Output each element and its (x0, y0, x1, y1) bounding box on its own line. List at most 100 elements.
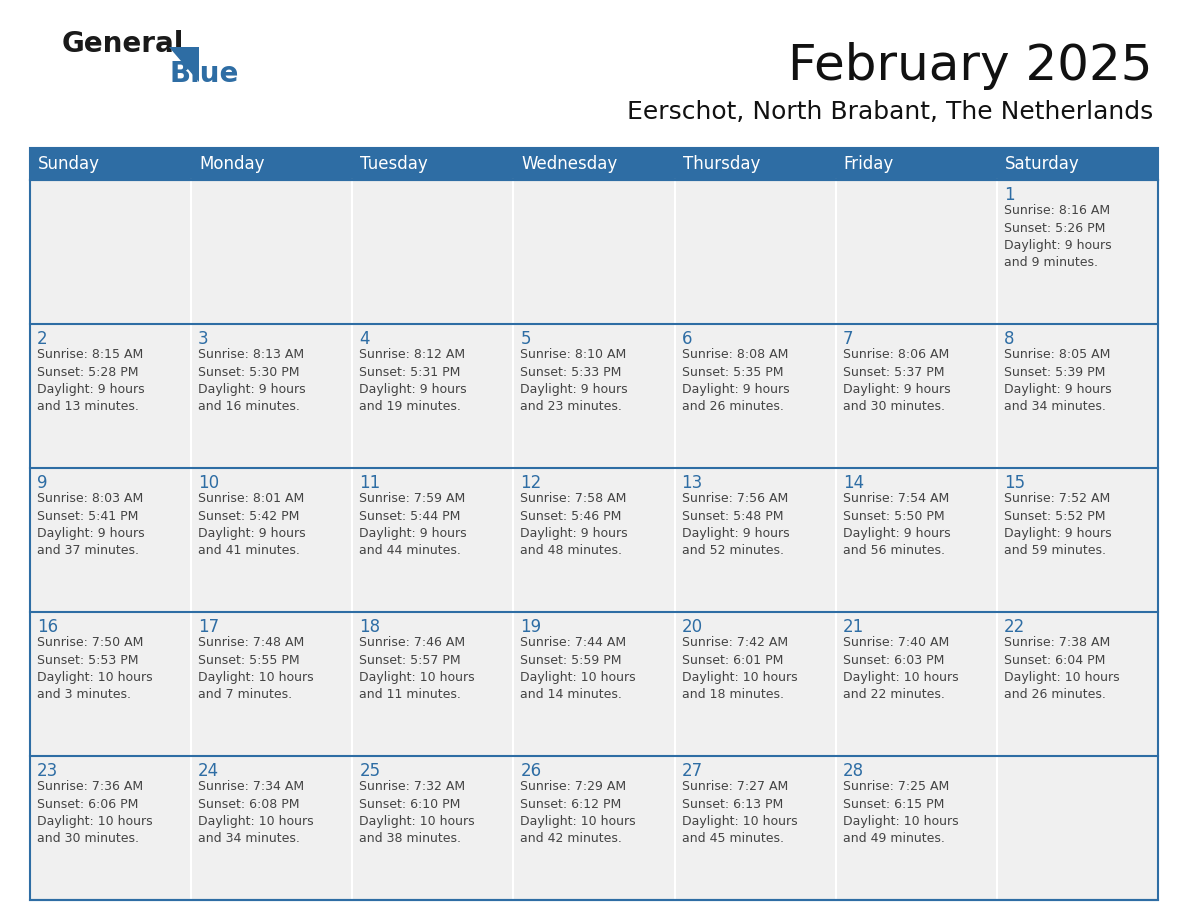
Text: 17: 17 (198, 618, 220, 636)
Bar (353, 612, 513, 756)
Text: 10: 10 (198, 474, 220, 492)
Bar (30, 180, 191, 324)
Bar (513, 324, 675, 468)
Bar (835, 324, 997, 468)
Bar (30, 148, 1158, 180)
Text: Sunrise: 8:01 AM
Sunset: 5:42 PM
Daylight: 9 hours
and 41 minutes.: Sunrise: 8:01 AM Sunset: 5:42 PM Dayligh… (198, 492, 305, 557)
Text: 15: 15 (1004, 474, 1025, 492)
Text: Sunrise: 7:46 AM
Sunset: 5:57 PM
Daylight: 10 hours
and 11 minutes.: Sunrise: 7:46 AM Sunset: 5:57 PM Dayligh… (359, 636, 475, 701)
Text: Sunrise: 8:12 AM
Sunset: 5:31 PM
Daylight: 9 hours
and 19 minutes.: Sunrise: 8:12 AM Sunset: 5:31 PM Dayligh… (359, 348, 467, 413)
Bar (30, 468, 191, 612)
Text: 12: 12 (520, 474, 542, 492)
Polygon shape (169, 47, 200, 82)
Text: Sunrise: 7:58 AM
Sunset: 5:46 PM
Daylight: 9 hours
and 48 minutes.: Sunrise: 7:58 AM Sunset: 5:46 PM Dayligh… (520, 492, 628, 557)
Bar (191, 468, 353, 612)
Text: Sunrise: 8:05 AM
Sunset: 5:39 PM
Daylight: 9 hours
and 34 minutes.: Sunrise: 8:05 AM Sunset: 5:39 PM Dayligh… (1004, 348, 1112, 413)
Text: 9: 9 (37, 474, 48, 492)
Text: Sunrise: 7:29 AM
Sunset: 6:12 PM
Daylight: 10 hours
and 42 minutes.: Sunrise: 7:29 AM Sunset: 6:12 PM Dayligh… (520, 780, 636, 845)
Text: Sunrise: 7:44 AM
Sunset: 5:59 PM
Daylight: 10 hours
and 14 minutes.: Sunrise: 7:44 AM Sunset: 5:59 PM Dayligh… (520, 636, 636, 701)
Bar (30, 756, 191, 900)
Text: Sunrise: 8:08 AM
Sunset: 5:35 PM
Daylight: 9 hours
and 26 minutes.: Sunrise: 8:08 AM Sunset: 5:35 PM Dayligh… (682, 348, 789, 413)
Bar (353, 180, 513, 324)
Text: Wednesday: Wednesday (522, 155, 618, 173)
Text: Sunrise: 7:54 AM
Sunset: 5:50 PM
Daylight: 9 hours
and 56 minutes.: Sunrise: 7:54 AM Sunset: 5:50 PM Dayligh… (842, 492, 950, 557)
Text: General: General (62, 30, 184, 58)
Text: Sunrise: 7:50 AM
Sunset: 5:53 PM
Daylight: 10 hours
and 3 minutes.: Sunrise: 7:50 AM Sunset: 5:53 PM Dayligh… (37, 636, 152, 701)
Text: 24: 24 (198, 762, 220, 780)
Text: 6: 6 (682, 330, 693, 348)
Text: Blue: Blue (169, 60, 239, 88)
Text: Sunrise: 7:32 AM
Sunset: 6:10 PM
Daylight: 10 hours
and 38 minutes.: Sunrise: 7:32 AM Sunset: 6:10 PM Dayligh… (359, 780, 475, 845)
Text: Sunrise: 8:03 AM
Sunset: 5:41 PM
Daylight: 9 hours
and 37 minutes.: Sunrise: 8:03 AM Sunset: 5:41 PM Dayligh… (37, 492, 145, 557)
Text: Sunrise: 8:06 AM
Sunset: 5:37 PM
Daylight: 9 hours
and 30 minutes.: Sunrise: 8:06 AM Sunset: 5:37 PM Dayligh… (842, 348, 950, 413)
Text: February 2025: February 2025 (789, 42, 1154, 90)
Text: Sunrise: 8:16 AM
Sunset: 5:26 PM
Daylight: 9 hours
and 9 minutes.: Sunrise: 8:16 AM Sunset: 5:26 PM Dayligh… (1004, 204, 1112, 270)
Bar (675, 756, 835, 900)
Bar (353, 468, 513, 612)
Text: Sunrise: 7:34 AM
Sunset: 6:08 PM
Daylight: 10 hours
and 34 minutes.: Sunrise: 7:34 AM Sunset: 6:08 PM Dayligh… (198, 780, 314, 845)
Text: 22: 22 (1004, 618, 1025, 636)
Text: Sunrise: 7:59 AM
Sunset: 5:44 PM
Daylight: 9 hours
and 44 minutes.: Sunrise: 7:59 AM Sunset: 5:44 PM Dayligh… (359, 492, 467, 557)
Bar (191, 324, 353, 468)
Bar (191, 612, 353, 756)
Bar (835, 612, 997, 756)
Bar (513, 180, 675, 324)
Bar (191, 180, 353, 324)
Text: 18: 18 (359, 618, 380, 636)
Bar (30, 612, 191, 756)
Text: Sunrise: 7:38 AM
Sunset: 6:04 PM
Daylight: 10 hours
and 26 minutes.: Sunrise: 7:38 AM Sunset: 6:04 PM Dayligh… (1004, 636, 1119, 701)
Text: Tuesday: Tuesday (360, 155, 428, 173)
Bar (997, 180, 1158, 324)
Text: Sunrise: 7:25 AM
Sunset: 6:15 PM
Daylight: 10 hours
and 49 minutes.: Sunrise: 7:25 AM Sunset: 6:15 PM Dayligh… (842, 780, 959, 845)
Text: Sunrise: 8:13 AM
Sunset: 5:30 PM
Daylight: 9 hours
and 16 minutes.: Sunrise: 8:13 AM Sunset: 5:30 PM Dayligh… (198, 348, 305, 413)
Text: 7: 7 (842, 330, 853, 348)
Bar (835, 468, 997, 612)
Text: Eerschot, North Brabant, The Netherlands: Eerschot, North Brabant, The Netherlands (627, 100, 1154, 124)
Text: 3: 3 (198, 330, 209, 348)
Text: 20: 20 (682, 618, 702, 636)
Text: Sunrise: 8:15 AM
Sunset: 5:28 PM
Daylight: 9 hours
and 13 minutes.: Sunrise: 8:15 AM Sunset: 5:28 PM Dayligh… (37, 348, 145, 413)
Text: 25: 25 (359, 762, 380, 780)
Bar (835, 180, 997, 324)
Text: 21: 21 (842, 618, 864, 636)
Text: 16: 16 (37, 618, 58, 636)
Bar (997, 756, 1158, 900)
Text: Sunrise: 7:36 AM
Sunset: 6:06 PM
Daylight: 10 hours
and 30 minutes.: Sunrise: 7:36 AM Sunset: 6:06 PM Dayligh… (37, 780, 152, 845)
Text: Sunrise: 8:10 AM
Sunset: 5:33 PM
Daylight: 9 hours
and 23 minutes.: Sunrise: 8:10 AM Sunset: 5:33 PM Dayligh… (520, 348, 628, 413)
Text: Sunrise: 7:27 AM
Sunset: 6:13 PM
Daylight: 10 hours
and 45 minutes.: Sunrise: 7:27 AM Sunset: 6:13 PM Dayligh… (682, 780, 797, 845)
Text: Sunrise: 7:48 AM
Sunset: 5:55 PM
Daylight: 10 hours
and 7 minutes.: Sunrise: 7:48 AM Sunset: 5:55 PM Dayligh… (198, 636, 314, 701)
Bar (675, 468, 835, 612)
Bar (30, 148, 1158, 900)
Text: Thursday: Thursday (683, 155, 760, 173)
Text: Sunrise: 7:42 AM
Sunset: 6:01 PM
Daylight: 10 hours
and 18 minutes.: Sunrise: 7:42 AM Sunset: 6:01 PM Dayligh… (682, 636, 797, 701)
Text: 5: 5 (520, 330, 531, 348)
Text: 13: 13 (682, 474, 703, 492)
Bar (513, 468, 675, 612)
Text: Sunrise: 7:40 AM
Sunset: 6:03 PM
Daylight: 10 hours
and 22 minutes.: Sunrise: 7:40 AM Sunset: 6:03 PM Dayligh… (842, 636, 959, 701)
Text: 23: 23 (37, 762, 58, 780)
Bar (997, 324, 1158, 468)
Bar (675, 180, 835, 324)
Text: 4: 4 (359, 330, 369, 348)
Bar (675, 612, 835, 756)
Text: Monday: Monday (200, 155, 265, 173)
Text: 14: 14 (842, 474, 864, 492)
Bar (835, 756, 997, 900)
Bar (997, 612, 1158, 756)
Text: Saturday: Saturday (1005, 155, 1080, 173)
Text: 19: 19 (520, 618, 542, 636)
Text: 27: 27 (682, 762, 702, 780)
Bar (191, 756, 353, 900)
Text: 11: 11 (359, 474, 380, 492)
Text: 28: 28 (842, 762, 864, 780)
Bar (513, 612, 675, 756)
Text: Friday: Friday (843, 155, 893, 173)
Bar (513, 756, 675, 900)
Text: Sunday: Sunday (38, 155, 100, 173)
Text: 2: 2 (37, 330, 48, 348)
Text: 1: 1 (1004, 186, 1015, 204)
Bar (353, 756, 513, 900)
Text: Sunrise: 7:52 AM
Sunset: 5:52 PM
Daylight: 9 hours
and 59 minutes.: Sunrise: 7:52 AM Sunset: 5:52 PM Dayligh… (1004, 492, 1112, 557)
Text: 26: 26 (520, 762, 542, 780)
Bar (675, 324, 835, 468)
